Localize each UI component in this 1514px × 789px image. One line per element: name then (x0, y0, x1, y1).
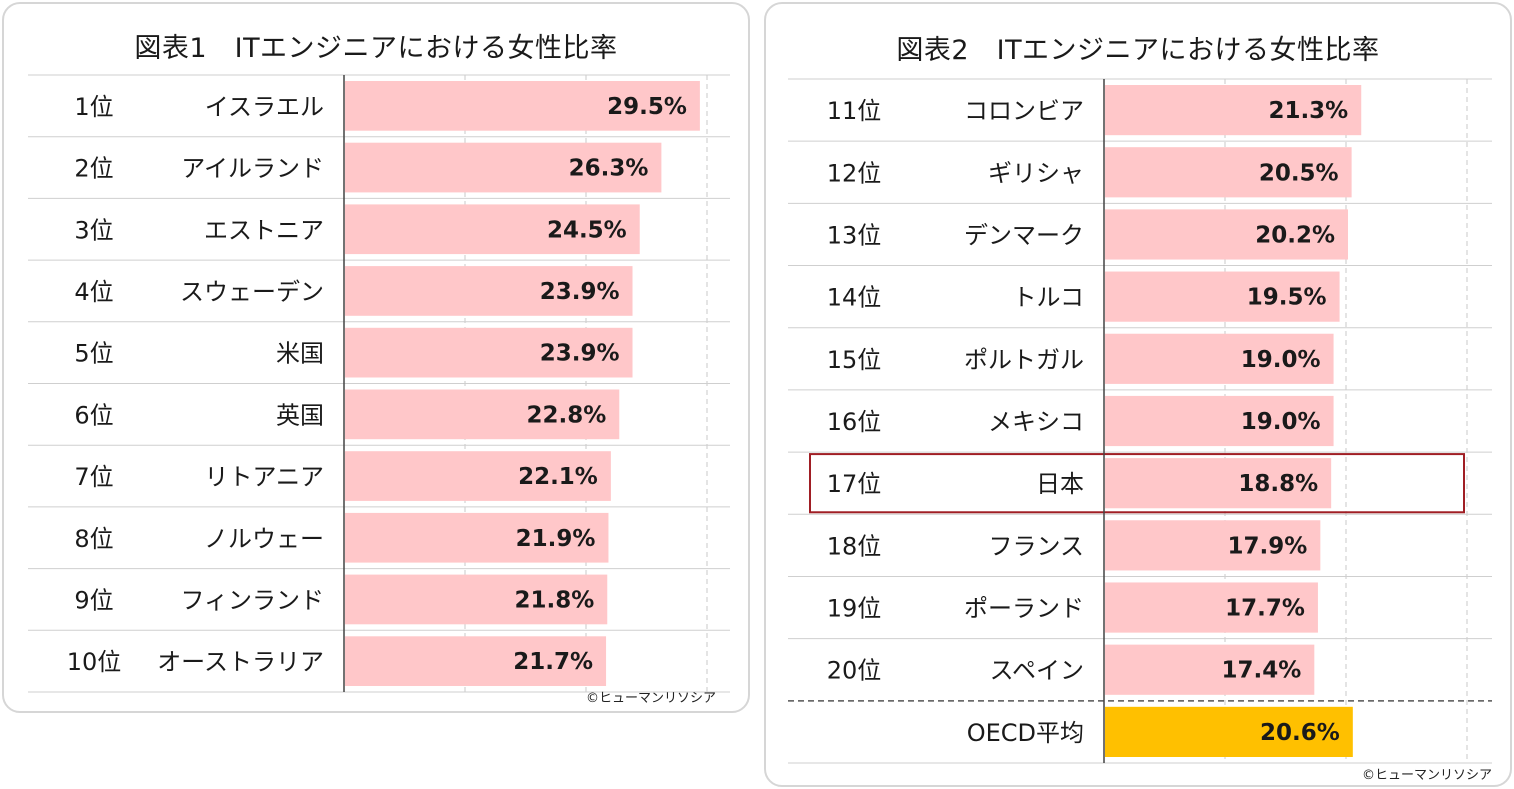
rank-label: 5位 (74, 340, 113, 368)
rank-label: 3位 (74, 216, 113, 244)
country-label: ノルウェー (204, 525, 324, 553)
bar (1105, 271, 1340, 322)
value-label: 21.7% (513, 649, 593, 675)
bar (345, 204, 640, 255)
country-label: スペイン (990, 657, 1084, 685)
value-label: 19.0% (1241, 347, 1321, 373)
country-label: アイルランド (181, 155, 324, 183)
bar (1105, 582, 1318, 633)
rank-label: 2位 (74, 155, 113, 183)
rank-label: 19位 (827, 595, 882, 623)
value-label: 22.1% (518, 464, 598, 490)
bar (1105, 333, 1334, 384)
bar (345, 81, 700, 131)
rank-label: 6位 (74, 401, 113, 429)
value-label: 17.9% (1228, 533, 1308, 559)
rank-label: 11位 (827, 97, 882, 125)
rank-label: 18位 (827, 532, 882, 560)
highlight-outline (809, 453, 1465, 514)
copyright-1: ©ヒューマンリソシア (585, 691, 716, 706)
value-label: 23.9% (540, 279, 620, 305)
value-label: 20.2% (1255, 222, 1335, 248)
country-label: ギリシャ (988, 159, 1084, 187)
value-label: 17.7% (1225, 596, 1305, 622)
rank-label: 12位 (827, 159, 882, 187)
value-label: 21.8% (514, 587, 594, 613)
chart-title-2: 図表2 ITエンジニアにおける女性比率 (896, 35, 1380, 66)
bar-chart-2: 21.3% 11位 コロンビア 20.5% 12位 ギリシャ 20.2% 13位 デンマーク 19… (788, 78, 1492, 764)
country-label: 日本 (1036, 470, 1084, 498)
country-label: フィンランド (180, 586, 324, 614)
rank-label: 1位 (74, 93, 113, 121)
rank-label: 4位 (74, 278, 113, 306)
country-label: イスラエル (205, 93, 324, 121)
country-label: エストニア (204, 216, 324, 244)
bar (1105, 706, 1353, 757)
bar (345, 327, 633, 378)
value-label: 22.8% (526, 402, 606, 428)
chart-panel-1: 図表1 ITエンジニアにおける女性比率 29.5% 1位 イスラエル 26.3% 2位 ア… (2, 2, 750, 713)
bar (1105, 85, 1362, 136)
rank-label: 10位 (67, 648, 122, 676)
country-label: フランス (988, 532, 1084, 560)
copyright-2: ©ヒューマンリソシア (1361, 768, 1492, 783)
country-label: 米国 (276, 340, 324, 368)
rank-label: 14位 (827, 284, 882, 312)
value-label: 23.9% (540, 341, 620, 367)
bar (1105, 209, 1349, 260)
bar-chart-1: 29.5% 1位 イスラエル 26.3% 2位 アイルランド 24.5% 3位 エストニア 23.… (28, 74, 730, 693)
bar (345, 451, 611, 501)
country-label: ポーランド (964, 595, 1084, 623)
value-label: 21.3% (1268, 98, 1348, 124)
country-label: リトアニア (204, 463, 324, 491)
bar (345, 574, 608, 625)
rank-label: 13位 (827, 221, 882, 249)
value-label: 24.5% (547, 217, 627, 243)
bar (1105, 644, 1315, 695)
chart-panel-2: 図表2 ITエンジニアにおける女性比率 21.3% 11位 コロンビア 20.5% 12… (764, 2, 1512, 787)
rank-label: 20位 (827, 657, 882, 685)
value-label: 18.8% (1238, 471, 1318, 497)
value-label: 19.0% (1241, 409, 1321, 435)
bar (1105, 520, 1321, 571)
value-label: 20.5% (1259, 160, 1339, 186)
bar (1105, 147, 1352, 198)
value-label: 17.4% (1222, 658, 1302, 684)
value-label: 20.6% (1260, 720, 1340, 746)
bar (1105, 458, 1332, 509)
bar (345, 636, 607, 686)
country-label: スウェーデン (180, 278, 324, 306)
country-label: メキシコ (988, 408, 1084, 436)
rank-label: 16位 (827, 408, 882, 436)
rank-label: 8位 (74, 525, 113, 553)
rank-label: 15位 (827, 346, 882, 374)
bar (1105, 395, 1334, 447)
chart-title-1: 図表1 ITエンジニアにおける女性比率 (134, 33, 618, 64)
country-label: オーストラリア (157, 648, 324, 676)
rank-label: 9位 (74, 586, 113, 614)
country-label: OECD平均 (967, 719, 1084, 747)
value-label: 26.3% (569, 156, 649, 182)
bar (345, 266, 633, 316)
country-label: デンマーク (964, 221, 1084, 249)
bar (345, 142, 662, 193)
value-label: 21.9% (516, 526, 596, 552)
country-label: コロンビア (964, 97, 1084, 125)
country-label: トルコ (1012, 284, 1084, 312)
bar (345, 512, 609, 563)
bar (345, 389, 620, 440)
rank-label: 17位 (827, 470, 882, 498)
rank-label: 7位 (74, 463, 113, 491)
value-label: 19.5% (1247, 285, 1327, 311)
country-label: 英国 (276, 401, 324, 429)
country-label: ポルトガル (964, 346, 1084, 374)
value-label: 29.5% (607, 94, 687, 120)
